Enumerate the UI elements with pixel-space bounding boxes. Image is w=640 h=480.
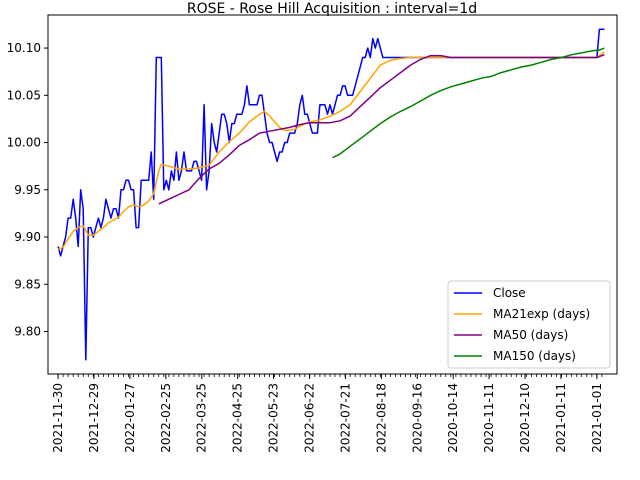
series-line-3: [332, 47, 605, 159]
y-tick-label: 9.85: [14, 277, 41, 291]
legend-label: MA50 (days): [493, 328, 568, 342]
legend-label: Close: [493, 286, 526, 300]
x-tick-label: 2022-03-25: [195, 383, 209, 453]
plot-frame: [47, 14, 618, 375]
series-line-0: [57, 28, 605, 361]
x-tick-label: 2022-06-22: [303, 383, 317, 453]
series-line-2: [158, 53, 605, 205]
x-tick-label: 2020-10-14: [446, 383, 460, 453]
legend-label: MA150 (days): [493, 349, 576, 363]
y-tick-label: 10.05: [7, 88, 41, 102]
plot-lines: [57, 28, 605, 361]
legend-label: MA21exp (days): [493, 307, 590, 321]
x-tick-label: 2022-07-21: [338, 383, 352, 453]
y-tick-label: 9.95: [14, 183, 41, 197]
y-tick-label: 9.90: [14, 230, 41, 244]
x-tick-label: 2021-11-30: [51, 383, 65, 453]
legend: Close MA21exp (days) MA50 (days) MA150 (day…: [447, 280, 611, 369]
x-tick-label: 2020-09-16: [410, 383, 424, 453]
x-tick-label: 2020-11-11: [482, 383, 496, 453]
x-tick-label: 2020-12-10: [518, 383, 532, 453]
x-tick-label: 2022-02-25: [159, 383, 173, 453]
x-tick-label: 2021-01-01: [590, 383, 604, 453]
y-tick-label: 9.80: [14, 324, 41, 338]
legend-box: [447, 280, 611, 369]
x-tick-label: 2021-01-11: [554, 383, 568, 453]
x-axis: 2021-11-30 2021-12-29 2022-01-27 2022-02-25…: [51, 374, 604, 453]
x-tick-label: 2022-04-25: [231, 383, 245, 453]
series-line-1: [57, 51, 605, 251]
x-tick-label: 2022-01-27: [123, 383, 137, 453]
x-tick-label: 2022-05-23: [267, 383, 281, 453]
y-axis: 9.80 9.85 9.90 9.95 10.00 10.05 10.10: [7, 41, 48, 338]
y-tick-label: 10.10: [7, 41, 41, 55]
chart-title: ROSE - Rose Hill Acquisition : interval=…: [187, 1, 477, 17]
y-tick-label: 10.00: [7, 136, 41, 150]
x-tick-label: 2022-08-18: [374, 383, 388, 453]
x-tick-label: 2021-12-29: [87, 383, 101, 453]
